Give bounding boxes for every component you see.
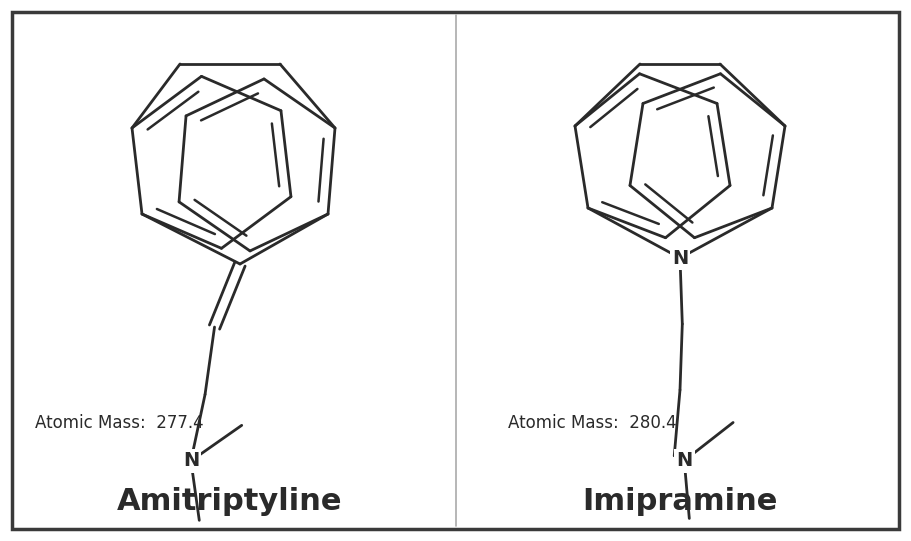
Text: Imipramine: Imipramine xyxy=(582,486,778,516)
Text: Atomic Mass:  280.4: Atomic Mass: 280.4 xyxy=(508,414,677,432)
Text: N: N xyxy=(676,451,692,470)
Text: Atomic Mass:  277.4: Atomic Mass: 277.4 xyxy=(35,414,204,432)
Text: Amitriptyline: Amitriptyline xyxy=(118,486,343,516)
Text: N: N xyxy=(672,248,688,267)
Text: N: N xyxy=(183,451,199,471)
